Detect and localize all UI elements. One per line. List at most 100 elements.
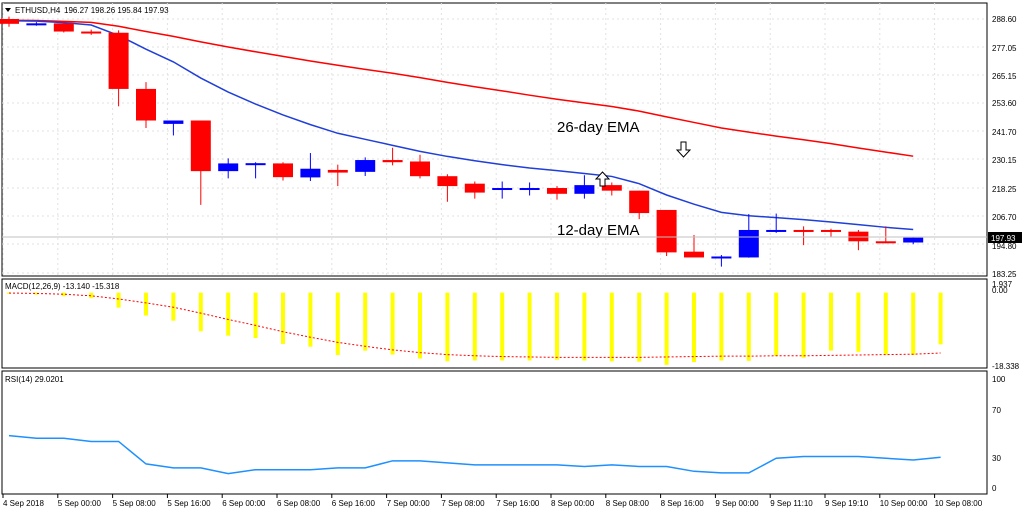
candle (437, 174, 458, 202)
candle (601, 182, 622, 196)
candle-body (410, 161, 430, 177)
dropdown-arrow-icon[interactable] (5, 8, 11, 12)
time-tick-label: 6 Sep 00:00 (222, 499, 266, 508)
candle (245, 162, 266, 179)
macd-bar (856, 292, 861, 352)
candle-body (793, 229, 814, 232)
candle-body (190, 120, 211, 172)
sell-arrow-icon (675, 141, 692, 158)
macd-tick: 1.937 (992, 280, 1013, 289)
rsi-panel-frame (1, 370, 988, 495)
time-tick-label: 8 Sep 16:00 (661, 499, 705, 508)
candle-body (273, 163, 293, 178)
candle (355, 157, 376, 176)
candle-body (382, 160, 403, 163)
ema12-annotation: 12-day EMA (557, 222, 640, 239)
price-tick: 265.15 (992, 72, 1017, 81)
candle-body (327, 169, 348, 173)
price-tick: 277.05 (992, 44, 1017, 53)
candle-body (766, 229, 787, 232)
time-tick-label: 5 Sep 08:00 (113, 499, 157, 508)
candle (766, 213, 787, 233)
candle-body (245, 163, 266, 166)
rsi-tick: 30 (992, 454, 1001, 463)
symbol-label: ETHUSD,H4 (15, 6, 61, 15)
macd-bar (692, 292, 696, 363)
candle (821, 228, 841, 238)
rsi-line (8, 434, 941, 475)
candle (190, 120, 211, 205)
candle (903, 237, 924, 245)
candle-body (903, 237, 924, 243)
macd-bar (171, 292, 176, 321)
time-tick-label: 8 Sep 08:00 (606, 499, 650, 508)
macd-bar (34, 292, 39, 295)
candle (136, 82, 156, 128)
macd-bar (500, 292, 505, 361)
macd-histogram (7, 292, 943, 365)
candle-body (821, 229, 841, 232)
candle (848, 229, 869, 251)
buy-arrow-icon (594, 171, 611, 187)
candle (875, 226, 896, 244)
candle-body (492, 188, 513, 191)
candle (684, 235, 704, 258)
rsi-tick: 70 (992, 406, 1001, 415)
candle-body (136, 88, 156, 121)
macd-bar (61, 292, 66, 297)
candle (163, 120, 184, 136)
candle-body (218, 163, 239, 172)
macd-tick: 0.00 (992, 286, 1008, 295)
time-tick-label: 9 Sep 11:10 (770, 499, 813, 508)
macd-bar (774, 292, 779, 356)
ema12-line (8, 19, 914, 231)
ema26-annotation: 26-day EMA (557, 119, 640, 136)
macd-panel-frame (1, 278, 988, 369)
candle-body (81, 31, 102, 34)
time-tick-label: 9 Sep 00:00 (715, 499, 759, 508)
candle (547, 186, 567, 200)
candle (629, 190, 650, 220)
candle-body (355, 160, 376, 172)
grid-lines (2, 3, 987, 276)
macd-bar (938, 292, 943, 345)
price-axis: 288.60 277.05 265.15 253.60 241.70 230.1… (992, 15, 1017, 279)
price-tick: 241.70 (992, 128, 1017, 137)
candle (273, 162, 293, 181)
macd-bar (390, 292, 395, 355)
candle (382, 147, 403, 166)
candle (300, 153, 321, 182)
candle (327, 164, 348, 187)
macd-bar (746, 292, 751, 361)
candle-body (437, 176, 458, 187)
time-tick-label: 5 Sep 00:00 (58, 499, 102, 508)
candle-body (519, 188, 540, 191)
macd-bar (226, 292, 231, 336)
candle-body (875, 241, 896, 244)
time-tick-label: 7 Sep 00:00 (387, 499, 431, 508)
macd-bar (281, 292, 285, 344)
macd-bar (253, 292, 258, 339)
candle (464, 181, 485, 199)
macd-bar (664, 292, 669, 365)
macd-bar (829, 292, 833, 351)
macd-label: MACD(12,26,9) -13.140 -15.318 (5, 282, 120, 291)
candle-body (738, 229, 759, 258)
candle-body (300, 168, 321, 178)
candle (410, 154, 430, 179)
candle-body (601, 185, 622, 191)
macd-bar (883, 292, 888, 355)
candle (108, 30, 129, 107)
macd-bar (609, 292, 614, 362)
macd-bar (555, 292, 559, 360)
candle (53, 21, 74, 33)
macd-bar (582, 292, 587, 361)
candle-body (26, 23, 47, 26)
macd-bar (335, 292, 340, 355)
macd-bar (801, 292, 806, 358)
price-tick: 194.80 (992, 242, 1017, 251)
candle-body (656, 209, 677, 253)
candle (574, 175, 595, 199)
macd-bar (527, 292, 532, 361)
